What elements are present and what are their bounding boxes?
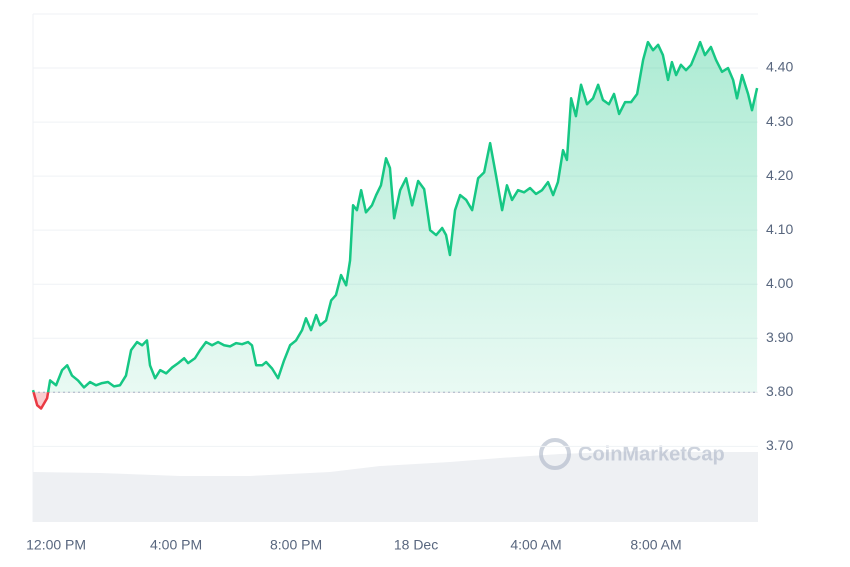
y-tick-label: 4.20	[766, 167, 793, 183]
watermark-text: CoinMarketCap	[578, 443, 725, 465]
y-tick-label: 3.70	[766, 437, 793, 453]
y-tick-label: 4.40	[766, 59, 793, 75]
x-tick-label: 8:00 PM	[270, 537, 322, 553]
plot: 3.70 3.80 3.90 4.00 4.10 4.20 4.30 4.40 12:00 PM…	[26, 40, 793, 553]
x-tick-label: 18 Dec	[394, 537, 438, 553]
x-tick-label: 4:00 AM	[510, 537, 561, 553]
volume	[33, 451, 758, 522]
watermark-logo	[539, 438, 571, 470]
y-tick-label: 4.00	[766, 275, 793, 291]
watermark: CoinMarketCap	[539, 438, 725, 470]
x-tick-label: 4:00 PM	[150, 537, 202, 553]
x-tick-label: 8:00 AM	[630, 537, 681, 553]
y-tick-label: 3.90	[766, 329, 793, 345]
y-tick-label: 4.30	[766, 113, 793, 129]
y-tick-label: 3.80	[766, 383, 793, 399]
x-tick-label: 12:00 PM	[26, 537, 86, 553]
line	[31, 40, 759, 393]
y-tick-label: 4.10	[766, 221, 793, 237]
